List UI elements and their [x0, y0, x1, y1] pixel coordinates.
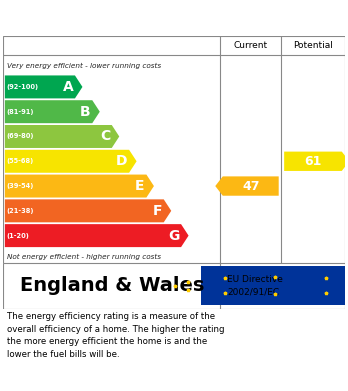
- Polygon shape: [5, 100, 100, 123]
- Text: G: G: [168, 229, 179, 243]
- Text: Potential: Potential: [293, 41, 333, 50]
- Polygon shape: [5, 125, 119, 148]
- Text: 61: 61: [304, 155, 322, 168]
- Text: (69-80): (69-80): [7, 133, 34, 140]
- Text: C: C: [100, 129, 110, 143]
- Polygon shape: [5, 150, 136, 173]
- Polygon shape: [5, 224, 189, 247]
- Text: (55-68): (55-68): [7, 158, 34, 164]
- Text: The energy efficiency rating is a measure of the
overall efficiency of a home. T: The energy efficiency rating is a measur…: [7, 312, 224, 359]
- Polygon shape: [284, 152, 348, 171]
- Text: 47: 47: [242, 179, 260, 192]
- Text: Not energy efficient - higher running costs: Not energy efficient - higher running co…: [7, 253, 161, 260]
- Polygon shape: [5, 75, 82, 99]
- Text: (39-54): (39-54): [7, 183, 34, 189]
- Text: (1-20): (1-20): [7, 233, 30, 239]
- Text: England & Wales: England & Wales: [19, 276, 204, 295]
- Text: D: D: [116, 154, 127, 168]
- Text: Very energy efficient - lower running costs: Very energy efficient - lower running co…: [7, 63, 161, 68]
- Text: E: E: [135, 179, 145, 193]
- Polygon shape: [5, 199, 171, 222]
- Text: Energy Efficiency Rating: Energy Efficiency Rating: [10, 11, 220, 25]
- Text: EU Directive
2002/91/EC: EU Directive 2002/91/EC: [227, 275, 283, 296]
- Text: (81-91): (81-91): [7, 109, 34, 115]
- Bar: [201, 266, 348, 305]
- Text: B: B: [80, 105, 90, 119]
- Polygon shape: [5, 174, 154, 197]
- Text: (21-38): (21-38): [7, 208, 34, 214]
- Text: Current: Current: [234, 41, 268, 50]
- Text: (92-100): (92-100): [7, 84, 39, 90]
- Polygon shape: [215, 176, 279, 196]
- Text: A: A: [63, 80, 73, 94]
- Text: F: F: [152, 204, 162, 218]
